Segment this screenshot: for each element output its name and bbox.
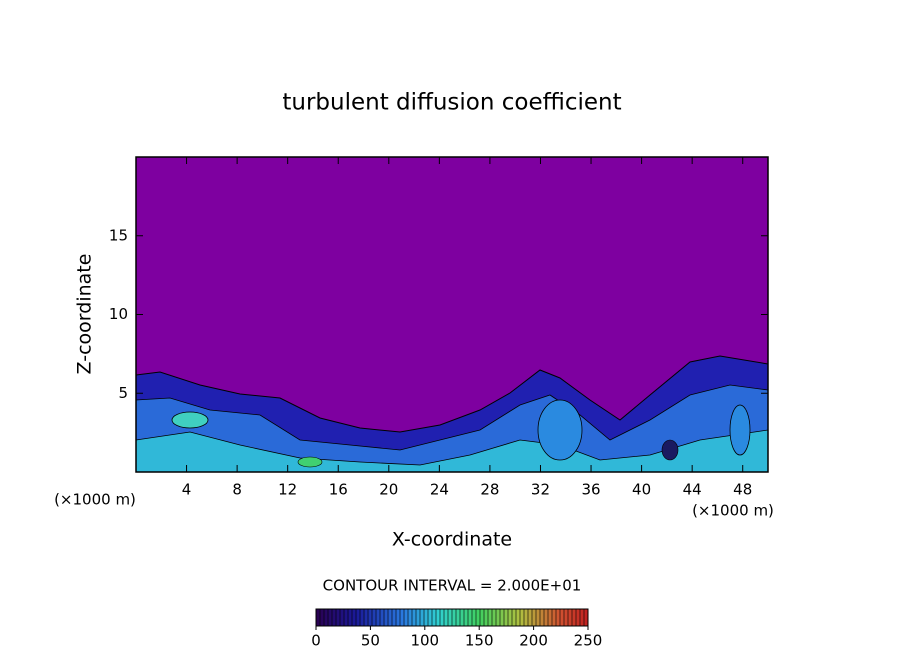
x-tick-label: 36	[581, 481, 600, 499]
contour-interval: CONTOUR INTERVAL = 2.000E+01	[323, 577, 582, 595]
x-tick-label: 8	[232, 481, 242, 499]
x-axis-label: X-coordinate	[392, 529, 512, 551]
colorbar-tick-label: 250	[574, 632, 603, 650]
x-tick-label: 48	[733, 481, 752, 499]
y-tick-label: 15	[109, 226, 128, 244]
x-tick-label: 44	[683, 481, 702, 499]
colorbar-tick-label: 200	[519, 632, 548, 650]
x-unit-right: (×1000 m)	[692, 502, 774, 520]
x-tick-label: 4	[182, 481, 192, 499]
colorbar-lines	[315, 609, 589, 626]
x-tick-label: 16	[329, 481, 348, 499]
y-axis-label: Z-coordinate	[74, 254, 96, 375]
colorbar-tick-label: 0	[311, 632, 321, 650]
x-tick-label: 20	[379, 481, 398, 499]
colorbar-tick-label: 100	[410, 632, 439, 650]
chart-title: turbulent diffusion coefficient	[282, 90, 621, 116]
x-tick-label: 28	[480, 481, 499, 499]
x-tick-label: 24	[430, 481, 449, 499]
colorbar-tick-label: 150	[465, 632, 494, 650]
x-tick-label: 12	[278, 481, 297, 499]
x-tick-label: 32	[531, 481, 550, 499]
contour-field	[136, 157, 768, 472]
y-tick-label: 5	[118, 384, 128, 402]
y-tick-label: 10	[109, 305, 128, 323]
colorbar-tick-label: 50	[361, 632, 380, 650]
x-unit-left: (×1000 m)	[54, 491, 136, 509]
x-tick-label: 40	[632, 481, 651, 499]
